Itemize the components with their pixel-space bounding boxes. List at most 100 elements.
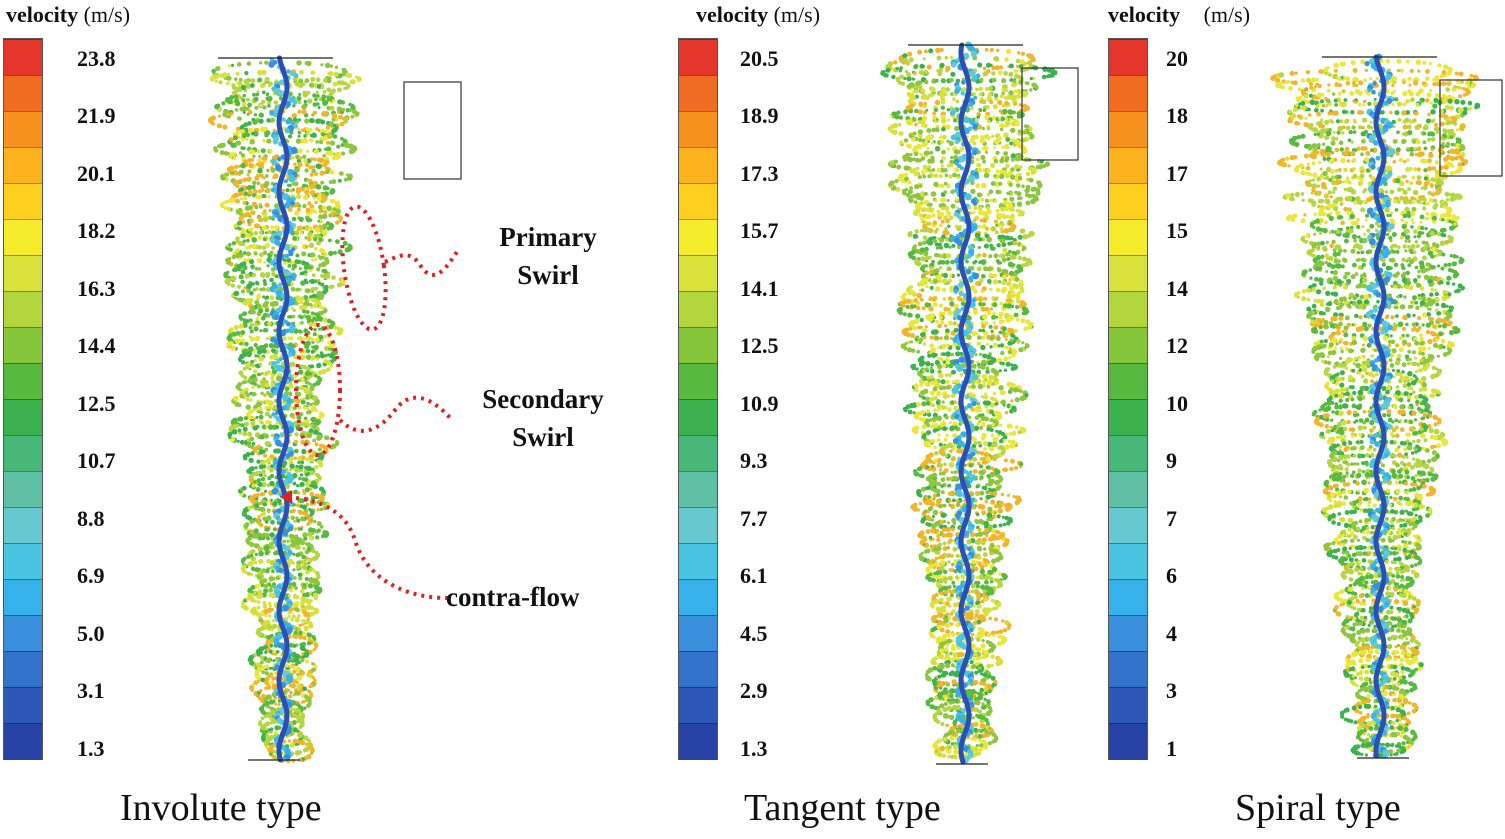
colorbar-band	[679, 39, 717, 76]
tick-label: 6.9	[77, 563, 105, 588]
tick-label: 2.9	[740, 678, 768, 703]
colorbar-band	[679, 435, 717, 472]
colorbar-band	[4, 399, 42, 436]
colorbar-band	[4, 723, 42, 760]
colorbar-band	[679, 111, 717, 148]
legend-title: velocity (m/s)	[6, 2, 130, 28]
colorbar-band	[1109, 543, 1147, 580]
colorbar-band	[679, 75, 717, 112]
colorbar	[3, 38, 43, 760]
colorbar-band	[4, 147, 42, 184]
tick-label: 18.9	[740, 103, 779, 128]
panel-caption: Tangent type	[744, 787, 941, 829]
colorbar	[678, 38, 718, 760]
colorbar	[1108, 38, 1148, 760]
contra-flow-label: contra-flow	[446, 582, 580, 612]
tick-label: 6.1	[740, 563, 768, 588]
colorbar-band	[679, 291, 717, 328]
tick-label: 10.9	[740, 391, 779, 416]
tick-label: 8.8	[77, 506, 105, 531]
tick-label: 12.5	[77, 391, 116, 416]
secondary-swirl-leader	[338, 395, 454, 433]
tick-label: 1	[1166, 736, 1177, 761]
colorbar-band	[679, 327, 717, 364]
colorbar-band	[4, 471, 42, 508]
tick-label: 15.7	[740, 218, 779, 243]
legend-unit: (m/s)	[773, 2, 821, 27]
streamline-plot	[1270, 53, 1503, 759]
colorbar-band	[4, 543, 42, 580]
colorbar-band	[1109, 183, 1147, 220]
tick-label: 14	[1166, 276, 1188, 301]
colorbar-band	[1109, 291, 1147, 328]
primary-swirl-label: Primary Swirl	[478, 218, 618, 294]
colorbar-band	[679, 723, 717, 760]
colorbar-band	[1109, 147, 1147, 184]
colorbar-band	[1109, 363, 1147, 400]
streamline-plot	[207, 55, 462, 764]
colorbar-band	[4, 111, 42, 148]
tick-label: 9	[1166, 448, 1177, 473]
colorbar-band	[1109, 327, 1147, 364]
tick-label: 16.3	[77, 276, 116, 301]
tick-label: 7.7	[740, 506, 768, 531]
colorbar-band	[4, 363, 42, 400]
colorbar-band	[4, 687, 42, 724]
secondary-swirl-marker	[294, 323, 342, 457]
colorbar-band	[1109, 435, 1147, 472]
tick-label: 17.3	[740, 161, 779, 186]
tick-label: 21.9	[77, 103, 116, 128]
tick-label: 17	[1166, 161, 1188, 186]
tick-label: 23.8	[77, 46, 116, 71]
tick-label: 18	[1166, 103, 1188, 128]
colorbar-band	[679, 183, 717, 220]
colorbar-band	[1109, 39, 1147, 76]
colorbar-band	[4, 651, 42, 688]
colorbar-band	[4, 615, 42, 652]
tick-label: 10.7	[77, 448, 116, 473]
colorbar-band	[679, 687, 717, 724]
colorbar-band	[4, 435, 42, 472]
colorbar-band	[679, 579, 717, 616]
legend-title: velocity (m/s)	[696, 2, 820, 28]
colorbar-band	[679, 255, 717, 292]
colorbar-band	[679, 147, 717, 184]
tick-label: 3	[1166, 678, 1177, 703]
tick-label: 6	[1166, 563, 1177, 588]
tick-label: 20.5	[740, 46, 779, 71]
tick-label: 1.3	[740, 736, 768, 761]
tick-label: 10	[1166, 391, 1188, 416]
tick-label: 1.3	[77, 736, 105, 761]
streamlines	[1270, 53, 1481, 759]
legend-label: velocity	[1108, 2, 1181, 27]
panel-caption: Involute type	[120, 787, 322, 829]
streamlines	[880, 41, 1058, 765]
colorbar-band	[679, 471, 717, 508]
colorbar-band	[4, 327, 42, 364]
tick-label: 3.1	[77, 678, 105, 703]
tick-label: 18.2	[77, 218, 116, 243]
colorbar-band	[679, 363, 717, 400]
colorbar-band	[1109, 219, 1147, 256]
tick-label: 7	[1166, 506, 1177, 531]
colorbar-band	[679, 615, 717, 652]
colorbar-band	[679, 543, 717, 580]
legend-unit: (m/s)	[1203, 2, 1251, 27]
secondary-swirl-label: Secondary Swirl	[468, 380, 618, 456]
colorbar-band	[1109, 111, 1147, 148]
tick-label: 20	[1166, 46, 1188, 71]
tick-label: 4	[1166, 621, 1177, 646]
colorbar-band	[1109, 471, 1147, 508]
tick-label: 9.3	[740, 448, 768, 473]
colorbar-band	[1109, 507, 1147, 544]
colorbar-band	[1109, 687, 1147, 724]
secondary-swirl-line2: Swirl	[512, 422, 574, 452]
tick-label: 12	[1166, 333, 1188, 358]
primary-swirl-leader	[384, 248, 460, 277]
primary-swirl-marker	[340, 204, 388, 332]
colorbar-band	[679, 399, 717, 436]
colorbar-band	[4, 39, 42, 76]
colorbar-band	[679, 219, 717, 256]
tick-label: 4.5	[740, 621, 768, 646]
legend-label: velocity	[696, 2, 769, 27]
